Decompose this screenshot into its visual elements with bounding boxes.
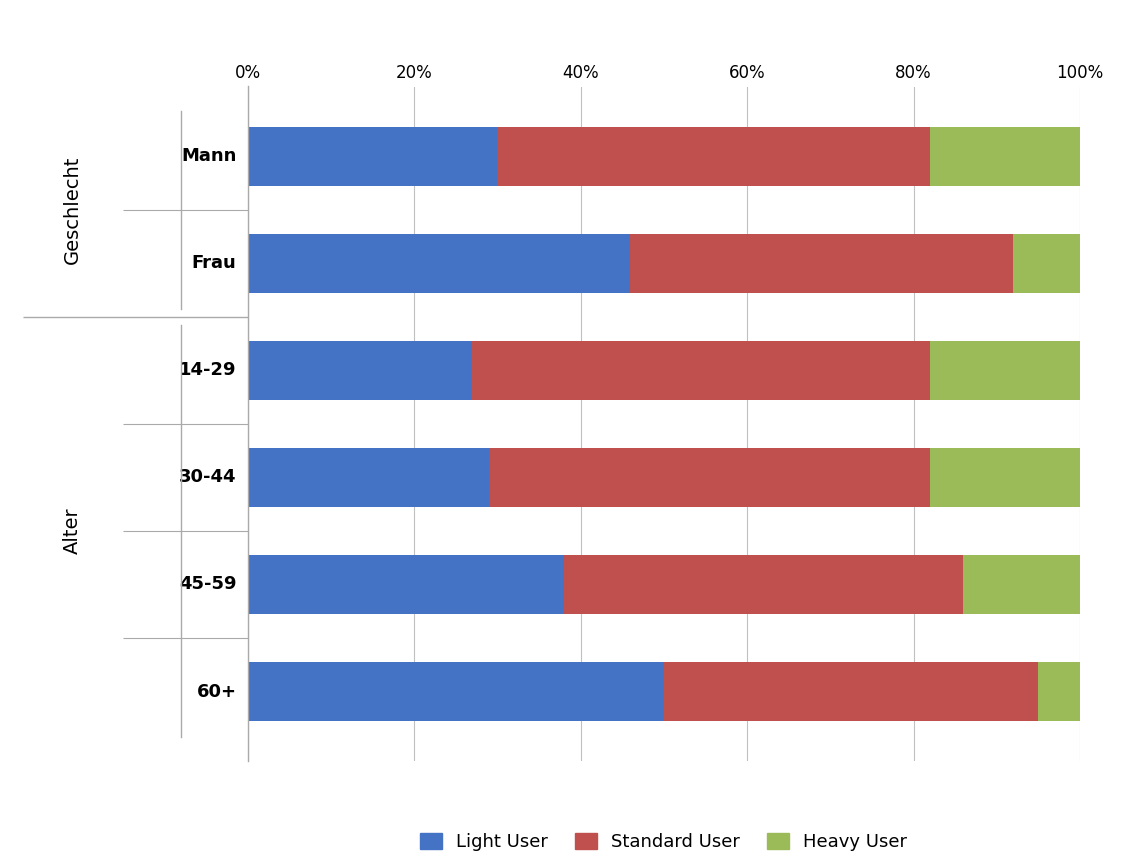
Bar <box>248 234 630 292</box>
Bar <box>930 126 1080 186</box>
Bar <box>472 341 930 400</box>
Bar <box>248 341 472 400</box>
Bar <box>1014 234 1080 292</box>
Bar <box>930 341 1080 400</box>
Bar <box>564 555 963 614</box>
Text: Alter: Alter <box>63 508 82 554</box>
Bar <box>489 448 930 507</box>
Legend: Light User, Standard User, Heavy User: Light User, Standard User, Heavy User <box>411 824 917 861</box>
Text: Geschlecht: Geschlecht <box>63 156 82 264</box>
Bar <box>248 448 489 507</box>
Bar <box>630 234 1014 292</box>
Bar <box>248 662 664 721</box>
Bar <box>930 448 1080 507</box>
Bar <box>497 126 930 186</box>
Bar <box>963 555 1080 614</box>
Bar <box>664 662 1038 721</box>
Bar <box>248 126 497 186</box>
Bar <box>248 555 564 614</box>
Bar <box>1038 662 1080 721</box>
